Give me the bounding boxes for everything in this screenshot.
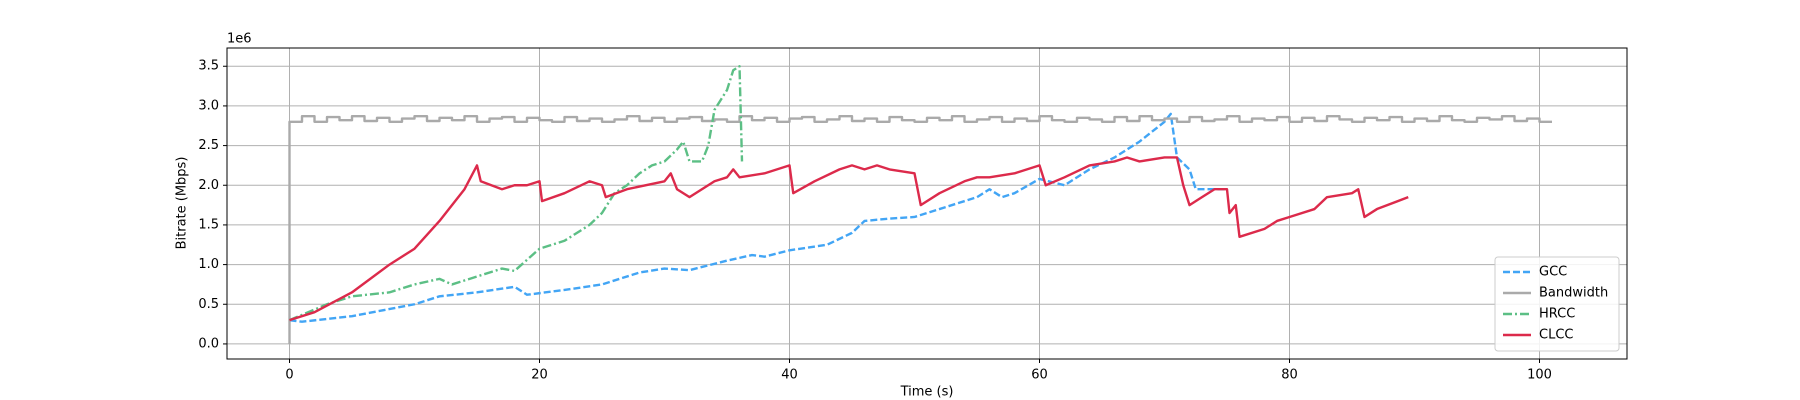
x-axis-label: Time (s)	[900, 385, 954, 400]
series-line	[289, 112, 1227, 323]
x-tick-label: 40	[781, 368, 798, 383]
y-tick-label: 3.5	[198, 59, 219, 74]
y-axis-label: Bitrate (Mbps)	[175, 157, 190, 250]
x-tick-label: 20	[531, 368, 548, 383]
y-tick-label: 0.5	[198, 297, 219, 312]
y-tick-label: 3.0	[198, 98, 219, 113]
legend: GCC Bandwidth HRCC CLCC	[1494, 256, 1620, 352]
legend-label: CLCC	[1539, 328, 1573, 343]
y-offset-label: 1e6	[227, 32, 252, 47]
y-tick-label: 1.5	[198, 217, 219, 232]
x-tick-label: 100	[1527, 368, 1552, 383]
y-tick-label: 2.5	[198, 138, 219, 153]
y-tick-label: 2.0	[198, 178, 219, 193]
legend-box	[1494, 256, 1620, 352]
x-tick-label: 0	[285, 368, 293, 383]
x-tick-label: 60	[1031, 368, 1048, 383]
series-line	[288, 115, 1552, 344]
y-tick-label: 0.0	[198, 336, 219, 351]
series-line	[289, 156, 1409, 322]
x-tick-label: 80	[1281, 368, 1298, 383]
y-tick-label: 1.0	[198, 257, 219, 272]
legend-label: GCC	[1539, 265, 1567, 280]
plot-frame	[226, 47, 1628, 360]
legend-label: HRCC	[1539, 307, 1575, 322]
legend-label: Bandwidth	[1539, 286, 1608, 301]
series-line	[289, 65, 744, 322]
